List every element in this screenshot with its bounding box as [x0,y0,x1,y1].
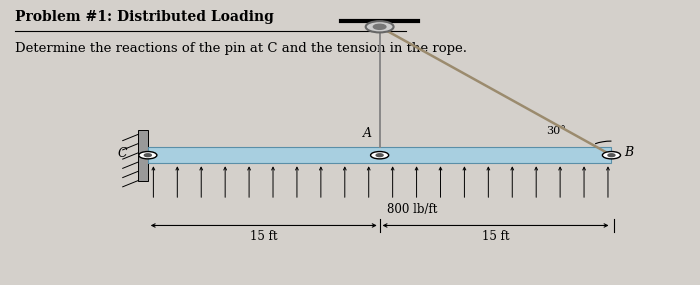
Circle shape [376,154,383,157]
Circle shape [139,152,157,159]
Text: 15 ft: 15 ft [250,230,277,243]
Text: 15 ft: 15 ft [482,230,510,243]
Text: C: C [118,147,127,160]
Circle shape [370,152,388,159]
Circle shape [603,152,620,159]
Text: A: A [363,127,372,140]
Text: 30°: 30° [546,126,566,136]
Circle shape [373,24,386,29]
Text: Problem #1: Distributed Loading: Problem #1: Distributed Loading [15,10,274,24]
Bar [138,130,148,181]
Bar [148,147,612,163]
Circle shape [365,21,393,32]
Text: B: B [624,146,633,159]
Text: Determine the reactions of the pin at C and the tension in the rope.: Determine the reactions of the pin at C … [15,42,468,55]
Circle shape [608,154,615,157]
Circle shape [144,154,151,157]
Text: 800 lb/ft: 800 lb/ft [386,203,437,216]
